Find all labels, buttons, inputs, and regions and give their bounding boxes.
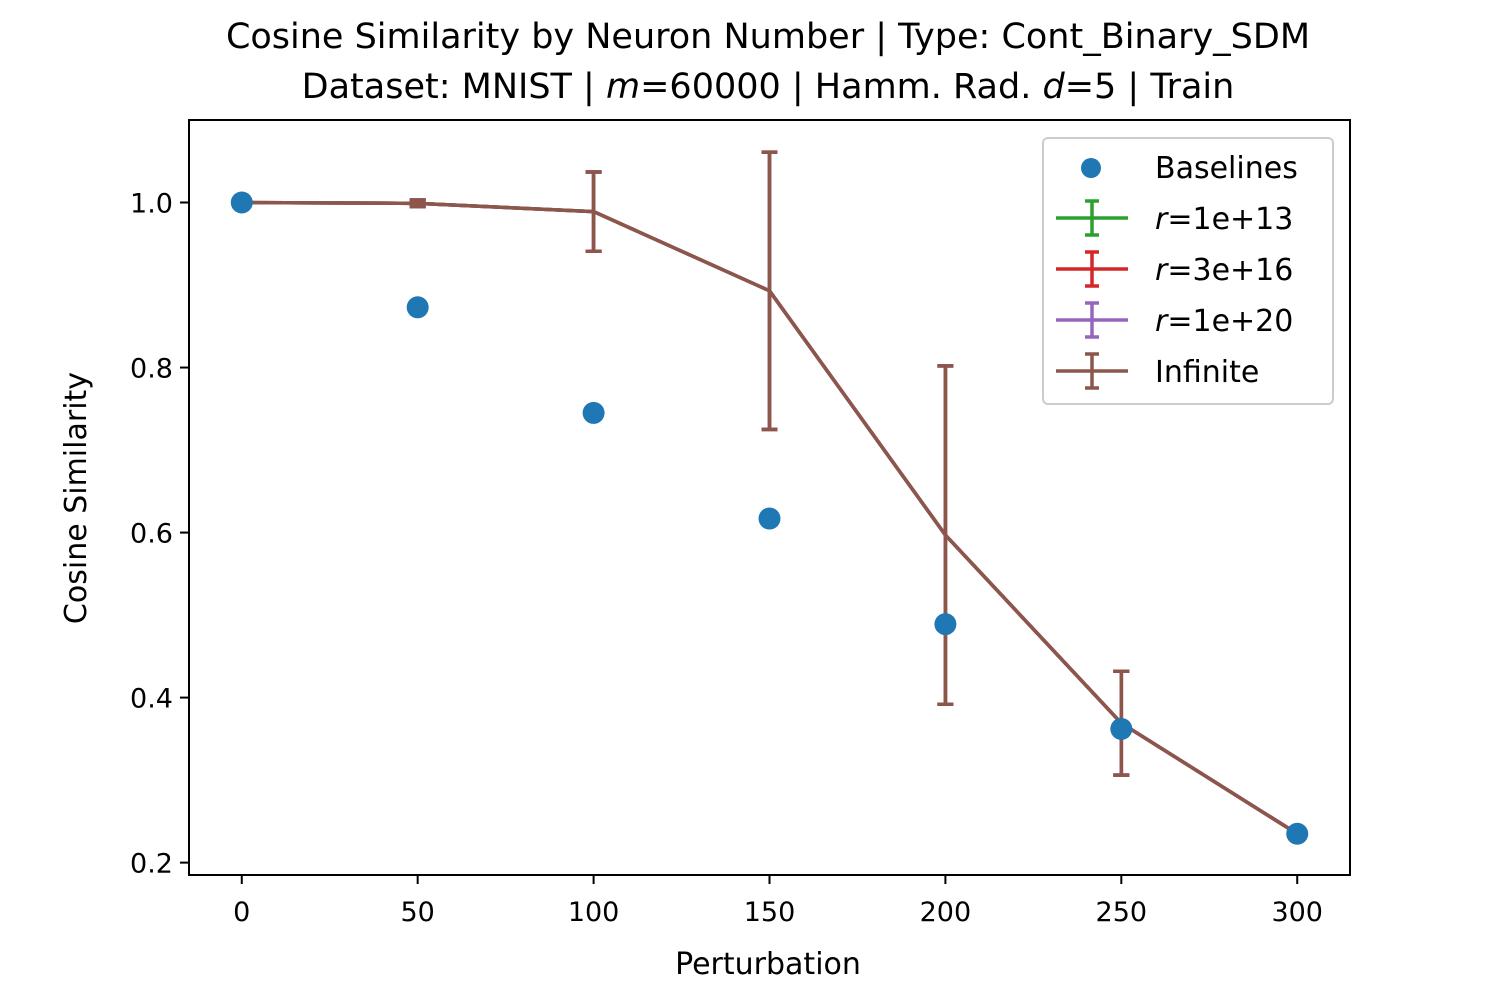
legend-r-3e16-marker — [1056, 250, 1128, 288]
legend-r-1e13-label: r=1e+13 — [1155, 202, 1293, 237]
baseline-point — [1286, 822, 1309, 845]
baseline-point — [230, 191, 253, 214]
x-tick-label: 0 — [233, 897, 250, 928]
title-dataset-prefix: Dataset: MNIST | — [302, 67, 606, 107]
legend-r-3e16-value: =3e+16 — [1167, 253, 1293, 288]
x-tick-label: 200 — [920, 897, 972, 928]
legend-baselines-label: Baselines — [1155, 151, 1298, 186]
legend-baselines-marker — [1081, 158, 1101, 178]
y-axis-label: Cosine Similarity — [59, 372, 94, 624]
baseline-points — [230, 191, 1309, 845]
legend-r-1e20-value: =1e+20 — [1167, 304, 1293, 339]
legend-r-1e13-symbol: r — [1155, 202, 1169, 237]
legend-r-1e13-marker — [1056, 199, 1128, 237]
y-axis-ticks: 0.2 0.4 0.6 0.8 1.0 — [130, 189, 189, 880]
legend-r-3e16-label: r=3e+16 — [1155, 253, 1293, 288]
x-tick-label: 150 — [744, 897, 796, 928]
y-tick-label: 0.4 — [130, 684, 173, 715]
x-axis-ticks: 0 50 100 150 200 250 300 — [233, 875, 1323, 928]
chart-title-line-1: Cosine Similarity by Neuron Number | Typ… — [226, 17, 1310, 57]
x-tick-label: 250 — [1096, 897, 1148, 928]
x-axis-label: Perturbation — [675, 947, 861, 982]
title-m-symbol: m — [606, 67, 640, 107]
baseline-point — [582, 401, 605, 424]
title-m-value: =60000 | Hamm. Rad. — [640, 67, 1042, 107]
y-tick-label: 0.8 — [130, 354, 173, 385]
baseline-point — [758, 507, 781, 530]
legend-infinite-label: Infinite — [1155, 355, 1259, 390]
x-tick-label: 300 — [1271, 897, 1323, 928]
baseline-point — [934, 613, 957, 636]
legend-box — [1042, 137, 1334, 405]
title-d-symbol: d — [1042, 67, 1065, 107]
y-tick-label: 0.6 — [130, 519, 173, 550]
legend-r-1e20-label: r=1e+20 — [1155, 304, 1293, 339]
legend-r-1e13-value: =1e+13 — [1167, 202, 1293, 237]
baseline-point — [406, 296, 429, 319]
legend-infinite-marker — [1056, 352, 1128, 390]
chart-title-line-2: Dataset: MNIST | m=60000 | Hamm. Rad. d=… — [302, 67, 1235, 107]
y-tick-label: 1.0 — [130, 189, 173, 220]
legend-r-1e20-marker — [1056, 301, 1128, 339]
legend-r-3e16-symbol: r — [1155, 253, 1169, 288]
baseline-point — [1110, 717, 1133, 740]
x-tick-label: 100 — [568, 897, 620, 928]
title-d-value: =5 | Train — [1065, 67, 1235, 107]
y-tick-label: 0.2 — [130, 849, 173, 880]
x-tick-label: 50 — [401, 897, 435, 928]
legend: Baselines r=1e+13 r=3e+16 r=1e+20 Infini… — [1042, 137, 1334, 405]
legend-r-1e20-symbol: r — [1155, 304, 1169, 339]
